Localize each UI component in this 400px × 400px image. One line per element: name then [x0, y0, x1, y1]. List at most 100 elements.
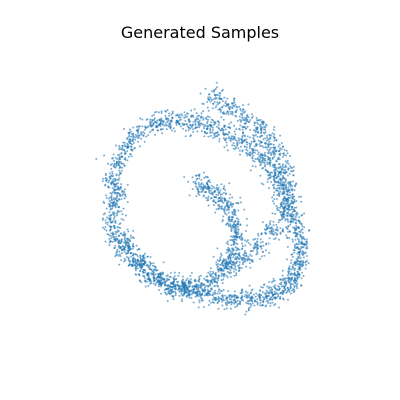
- data-point: [164, 114, 167, 117]
- data-point: [283, 199, 286, 202]
- data-point: [274, 237, 277, 240]
- data-point: [266, 148, 269, 151]
- data-point: [189, 127, 192, 130]
- data-point: [187, 129, 190, 132]
- data-point: [278, 238, 281, 241]
- data-point: [269, 172, 272, 175]
- data-point: [265, 297, 268, 300]
- data-point: [266, 227, 269, 230]
- data-point: [203, 277, 206, 280]
- data-point: [237, 231, 240, 234]
- data-point: [235, 256, 238, 259]
- data-point: [124, 244, 127, 247]
- data-point: [192, 290, 195, 293]
- data-point: [113, 192, 116, 195]
- data-point: [263, 292, 266, 295]
- data-point: [211, 298, 214, 301]
- data-point: [105, 207, 108, 210]
- data-point: [291, 220, 294, 223]
- data-point: [110, 232, 113, 235]
- data-point: [191, 286, 194, 289]
- data-point: [238, 141, 241, 144]
- data-point: [261, 286, 264, 289]
- data-point: [274, 166, 277, 169]
- data-point: [231, 301, 234, 304]
- data-point: [304, 267, 307, 270]
- data-point: [279, 134, 282, 137]
- data-point: [262, 123, 265, 126]
- data-point: [128, 140, 131, 143]
- data-point: [213, 122, 216, 125]
- data-point: [301, 253, 304, 256]
- data-point: [241, 116, 244, 119]
- data-point: [127, 143, 129, 146]
- data-point: [207, 204, 210, 207]
- data-point: [273, 232, 276, 235]
- data-point: [164, 292, 167, 295]
- data-point: [286, 215, 289, 218]
- data-point: [197, 117, 200, 120]
- data-point: [111, 211, 114, 214]
- data-point: [248, 151, 251, 154]
- data-point: [198, 280, 201, 283]
- data-point: [261, 167, 264, 170]
- data-point: [245, 146, 248, 149]
- data-point: [145, 135, 148, 138]
- data-point: [265, 242, 268, 245]
- data-point: [236, 260, 239, 263]
- data-point: [183, 111, 186, 114]
- data-point: [270, 175, 273, 178]
- data-point: [289, 273, 292, 276]
- data-point: [126, 136, 129, 139]
- data-point: [117, 240, 120, 243]
- data-point: [152, 114, 155, 117]
- data-point: [296, 277, 299, 280]
- data-point: [246, 141, 249, 144]
- data-point: [123, 153, 126, 156]
- data-point: [259, 125, 262, 128]
- data-point: [261, 126, 264, 129]
- data-point: [264, 293, 267, 296]
- data-point: [184, 119, 187, 122]
- data-point: [266, 180, 269, 183]
- data-point: [260, 182, 263, 185]
- data-point: [225, 297, 228, 300]
- data-point: [153, 117, 156, 120]
- data-point: [186, 277, 189, 280]
- data-point: [115, 251, 118, 254]
- data-point: [214, 97, 217, 100]
- data-point: [124, 158, 127, 161]
- data-point: [160, 110, 163, 113]
- data-point: [225, 307, 228, 310]
- data-point: [255, 128, 258, 131]
- data-point: [297, 270, 300, 273]
- data-point: [120, 252, 123, 255]
- data-point: [289, 154, 292, 157]
- data-point: [231, 248, 234, 251]
- data-point: [223, 200, 226, 203]
- data-point: [173, 285, 176, 288]
- data-point: [254, 126, 257, 129]
- data-point: [127, 242, 130, 245]
- data-point: [213, 196, 216, 199]
- data-point: [161, 119, 164, 122]
- data-point: [228, 197, 231, 200]
- data-point: [296, 258, 299, 261]
- data-point: [286, 274, 289, 277]
- data-point: [243, 125, 246, 128]
- data-point: [114, 221, 117, 224]
- data-point: [120, 152, 123, 155]
- data-point: [191, 188, 194, 191]
- data-point: [108, 238, 111, 241]
- data-point: [149, 262, 152, 265]
- data-point: [219, 263, 222, 266]
- data-point: [236, 144, 239, 147]
- data-point: [220, 274, 223, 277]
- data-point: [226, 300, 229, 303]
- data-point: [217, 127, 220, 130]
- data-point: [302, 236, 305, 239]
- data-point: [220, 89, 223, 92]
- data-point: [273, 175, 276, 178]
- data-point: [112, 165, 115, 168]
- data-point: [253, 140, 256, 143]
